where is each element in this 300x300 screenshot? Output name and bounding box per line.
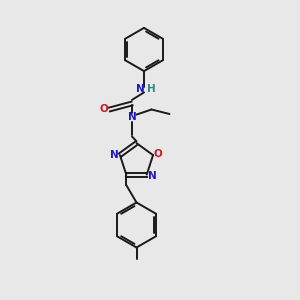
Text: N: N xyxy=(110,150,118,160)
Text: O: O xyxy=(154,148,163,159)
Text: N: N xyxy=(128,112,136,122)
Text: N: N xyxy=(148,171,157,181)
Text: N: N xyxy=(136,83,145,94)
Text: H: H xyxy=(147,83,156,94)
Text: O: O xyxy=(100,104,109,115)
